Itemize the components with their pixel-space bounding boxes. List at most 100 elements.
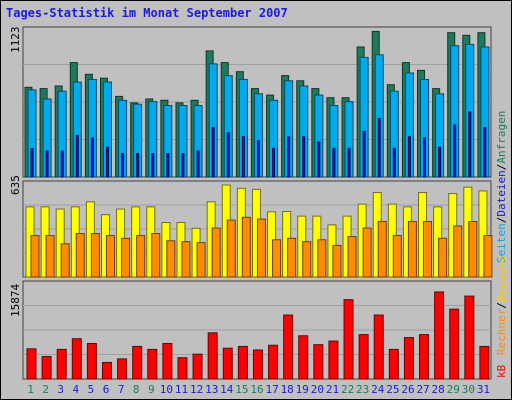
bar-kb xyxy=(388,348,399,380)
bar-kb xyxy=(117,358,128,380)
x-tick-label: 7 xyxy=(117,383,125,396)
bar-kb xyxy=(252,349,263,380)
bar-rechner xyxy=(151,233,161,278)
bar-kb xyxy=(358,334,369,380)
bar-rechner xyxy=(226,219,236,278)
x-tick-label: 3 xyxy=(57,383,65,396)
x-tick-label: 29 xyxy=(446,383,460,396)
bar-kb xyxy=(268,344,279,380)
x-tick-label: 12 xyxy=(189,383,204,396)
bar-kb xyxy=(434,291,445,380)
bar-kb xyxy=(26,348,37,380)
x-tick-label: 25 xyxy=(386,383,400,396)
bar-rechner xyxy=(468,221,478,278)
x-axis-labels: 1 2 3 4 5 6 7 8 9 10 11 12 13 14 15 16 17 18 19 20 21 22 23 24 2… xyxy=(1,383,511,397)
bar-rechner xyxy=(121,237,131,278)
bar-rechner xyxy=(75,233,85,278)
bar-seiten xyxy=(392,147,396,178)
bar-seiten xyxy=(332,147,336,178)
bar-seiten xyxy=(241,136,245,178)
x-tick-label: 10 xyxy=(159,383,174,396)
bar-seiten xyxy=(75,134,79,178)
x-tick-label: 16 xyxy=(250,383,264,396)
x-tick-label: 31 xyxy=(476,383,491,396)
bar-seiten xyxy=(121,153,125,178)
bar-rechner xyxy=(377,221,387,278)
bar-kb xyxy=(419,334,430,380)
x-tick-label: 17 xyxy=(265,383,279,396)
bar-rechner xyxy=(423,221,433,278)
x-tick-label: 14 xyxy=(220,383,234,396)
bar-rechner xyxy=(332,244,342,278)
bar-seiten xyxy=(407,136,411,178)
bar-kb xyxy=(207,332,218,380)
x-tick-label: 9 xyxy=(148,383,155,396)
bar-seiten xyxy=(30,147,34,178)
x-tick-label: 20 xyxy=(310,383,324,396)
bar-rechner xyxy=(438,237,448,278)
bar-seiten xyxy=(287,136,291,178)
bar-rechner xyxy=(136,235,146,278)
bar-kb xyxy=(147,348,158,380)
bar-kb xyxy=(464,295,475,380)
bar-rechner xyxy=(256,218,266,278)
x-tick-label: 27 xyxy=(416,383,430,396)
bar-kb xyxy=(162,342,173,380)
bar-rechner xyxy=(362,227,372,278)
bar-seiten xyxy=(272,147,276,178)
x-tick-label: 15 xyxy=(235,383,249,396)
bar-seiten xyxy=(211,127,215,178)
bar-seiten xyxy=(438,146,442,178)
bar-kb xyxy=(373,314,384,380)
chart-title: Tages-Statistik im Monat September 2007 xyxy=(6,6,288,20)
bar-rechner xyxy=(45,235,55,278)
bar-seiten xyxy=(105,146,109,178)
bar-seiten xyxy=(151,153,155,178)
bar-besuche xyxy=(478,190,488,278)
bar-rechner xyxy=(90,233,100,278)
bar-kb xyxy=(449,308,460,380)
bar-rechner xyxy=(302,241,312,278)
bar-seiten xyxy=(90,137,94,178)
bar-rechner xyxy=(181,241,191,278)
bar-kb xyxy=(71,338,82,380)
bar-kb xyxy=(298,335,309,380)
x-tick-label: 13 xyxy=(205,383,219,396)
bar-kb xyxy=(56,348,67,380)
x-tick-label: 18 xyxy=(280,383,294,396)
x-tick-label: 5 xyxy=(87,383,95,396)
bar-rechner xyxy=(483,235,493,278)
bar-rechner xyxy=(211,227,221,278)
bar-kb xyxy=(479,345,490,380)
bar-kb xyxy=(237,345,248,380)
bar-seiten xyxy=(302,136,306,178)
bar-rechner xyxy=(60,243,70,278)
bar-rechner xyxy=(105,235,115,278)
bar-kb xyxy=(222,347,233,380)
bar-seiten xyxy=(166,153,170,178)
bar-seiten xyxy=(181,153,185,178)
bar-seiten xyxy=(317,141,321,178)
bar-rechner xyxy=(287,237,297,278)
bar-seiten xyxy=(60,150,64,178)
bar-seiten xyxy=(196,150,200,178)
bar-rechner xyxy=(241,216,251,278)
x-tick-label: 1 xyxy=(27,383,34,396)
bar-seiten xyxy=(256,140,260,178)
bar-seiten xyxy=(45,150,49,178)
bar-kb xyxy=(283,314,294,380)
bar-rechner xyxy=(317,239,327,278)
x-tick-label: 6 xyxy=(102,383,110,396)
x-tick-label: 22 xyxy=(340,383,355,396)
x-tick-label: 23 xyxy=(356,383,370,396)
bar-rechner xyxy=(30,235,40,278)
bar-rechner xyxy=(407,221,417,278)
x-tick-label: 2 xyxy=(42,383,49,396)
bar-seiten xyxy=(483,127,487,178)
x-tick-label: 11 xyxy=(174,383,189,396)
bar-kb xyxy=(328,340,339,380)
bar-rechner xyxy=(347,236,357,278)
bar-rechner xyxy=(453,225,463,278)
